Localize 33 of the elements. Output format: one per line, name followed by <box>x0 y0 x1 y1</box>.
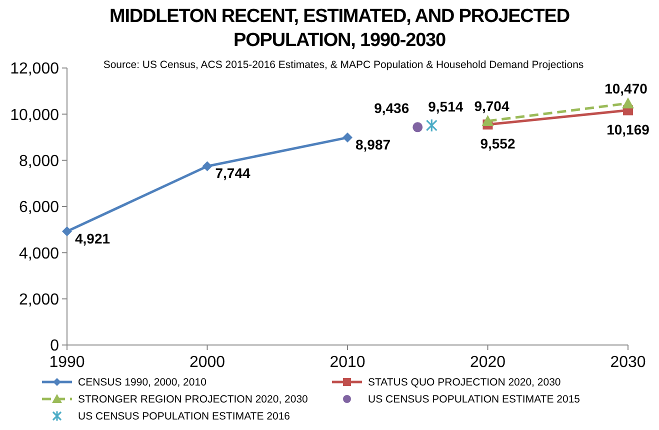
point <box>62 226 72 236</box>
chart-title: MIDDLETON RECENT, ESTIMATED, AND PROJECTED POPULATION, 1990-2030 <box>109 6 570 51</box>
data-label: 9,552 <box>480 136 516 152</box>
point <box>202 161 212 172</box>
point <box>342 132 352 143</box>
legend-label: STRONGER REGION PROJECTION 2020, 2030 <box>78 394 308 406</box>
y-tick-label: 8,000 <box>18 152 60 170</box>
y-tick-label: 12,000 <box>10 60 60 78</box>
y-tick-label: 4,000 <box>18 245 60 262</box>
data-label: 8,987 <box>356 136 391 153</box>
x-tick-label: 2000 <box>189 354 226 371</box>
data-label: 7,744 <box>215 165 250 182</box>
point <box>412 122 423 132</box>
x-tick-label: 2030 <box>610 354 646 371</box>
y-tick-label: 2,000 <box>18 291 60 308</box>
data-label: 9,704 <box>474 98 510 114</box>
legend-label: STATUS QUO PROJECTION 2020, 2030 <box>368 376 561 389</box>
legend-label: CENSUS 1990, 2000, 2010 <box>78 376 207 389</box>
point <box>426 118 438 132</box>
x-tick-label: 2020 <box>470 354 506 371</box>
x-tick-label: 1990 <box>49 354 85 371</box>
legend-label: US CENSUS POPULATION ESTIMATE 2015 <box>368 394 580 406</box>
data-label: 10,470 <box>604 80 648 96</box>
legend-label: US CENSUS POPULATION ESTIMATE 2016 <box>78 410 290 423</box>
y-tick-label: 0 <box>50 338 60 355</box>
y-tick-label: 6,000 <box>18 199 60 216</box>
y-tick-label: 10,000 <box>10 106 60 124</box>
data-label: 10,169 <box>606 121 650 138</box>
data-label: 9,436 <box>374 100 410 116</box>
chart-subtitle: Source: US Census, ACS 2015-2016 Estimates, & MAPC Population & Household Demand Projections <box>103 59 584 71</box>
data-label: 9,514 <box>428 98 464 114</box>
data-label: 4,921 <box>75 230 110 246</box>
x-tick-label: 2010 <box>330 354 366 371</box>
